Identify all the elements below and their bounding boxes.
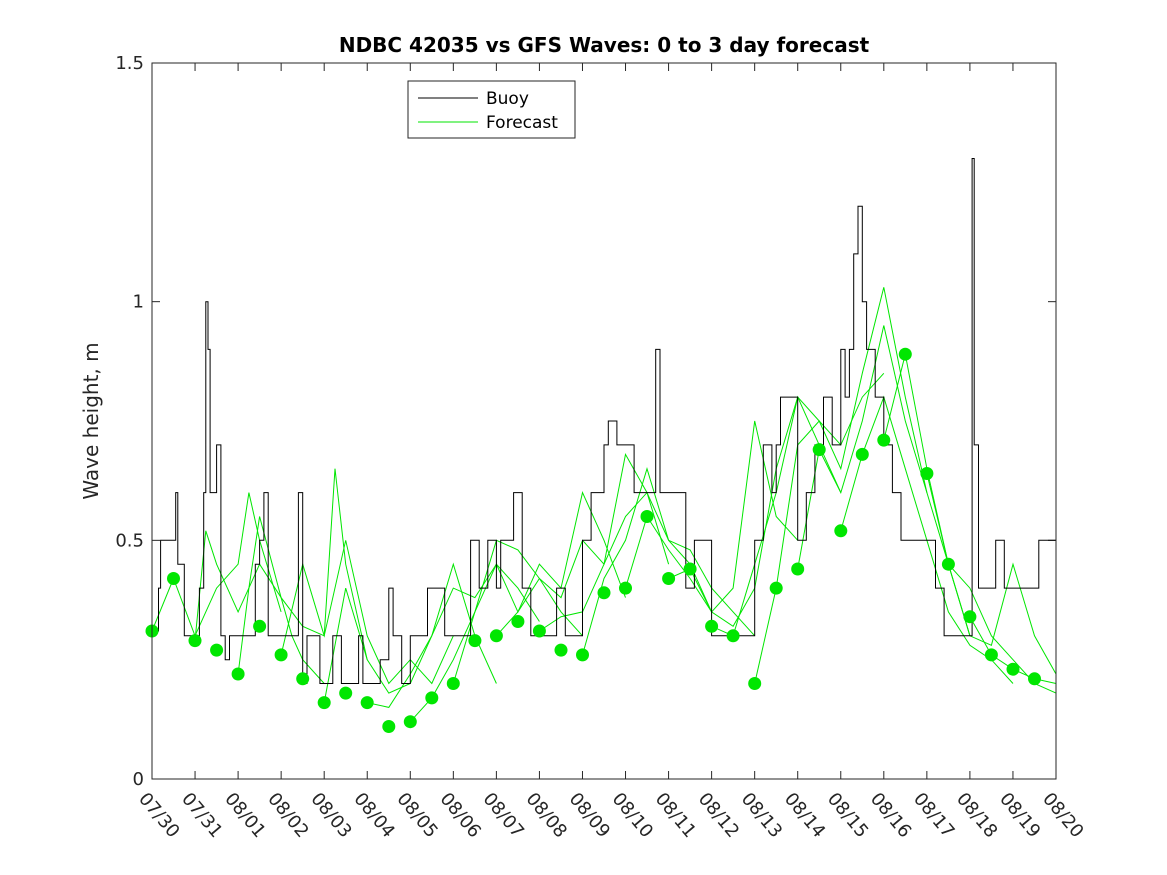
forecast-marker [382,720,396,733]
forecast-marker [963,610,977,624]
forecast-run-10 [582,466,756,656]
legend-forecast-label: Forecast [486,113,558,133]
y-tick-label: 0.5 [115,530,144,551]
forecast-marker [576,648,589,662]
forecast-marker [1028,672,1041,686]
forecast-marker [511,615,525,628]
forecast-marker [726,629,740,643]
forecast-marker [210,643,224,657]
forecast-marker [984,648,998,662]
forecast-marker [855,447,869,461]
forecast-marker [877,433,891,447]
forecast-run-3 [280,540,454,685]
forecast-run-0 [151,492,282,638]
legend-box [407,80,576,139]
forecast-marker [317,696,331,710]
forecast-marker [941,557,955,571]
forecast-marker [597,586,611,600]
forecast-run-9 [539,491,713,632]
forecast-marker [640,510,654,523]
forecast-marker [812,443,826,457]
forecast-marker [554,643,568,657]
axes-ticks [151,62,1057,780]
forecast-marker [705,619,719,633]
chart-title: NDBC 42035 vs GFS Waves: 0 to 3 day fore… [339,33,870,57]
forecast-run-5 [367,563,540,708]
legend: Buoy Forecast [407,80,576,139]
forecast-marker [748,677,762,690]
forecast-markers [145,347,1041,733]
forecast-marker [231,667,245,681]
plot-frame [151,62,1057,780]
y-tick-label: 0 [133,769,144,790]
forecast-marker [489,629,503,643]
y-axis-label: Wave height, m [79,342,103,499]
forecast-marker [360,696,374,710]
forecast-run-7 [452,491,626,684]
forecast-marker [446,677,460,690]
forecast-marker [791,562,805,576]
forecast-marker [339,686,353,700]
forecast-marker [619,581,632,595]
forecast-marker [403,715,417,729]
forecast-run-14 [754,287,928,684]
legend-buoy-label: Buoy [486,89,529,109]
forecast-marker [662,572,676,585]
forecast-marker [898,347,912,361]
forecast-marker [468,634,482,648]
forecast-marker [253,619,267,633]
forecast-marker [920,467,934,480]
forecast-marker [834,524,848,538]
forecast-marker [274,648,288,662]
forecast-marker [425,691,439,705]
forecast-marker [532,624,546,638]
forecast-marker [296,672,310,686]
forecast-marker [769,581,783,595]
y-tick-label: 1 [133,292,144,313]
forecast-marker [167,572,180,585]
y-tick-label: 1.5 [115,53,144,74]
forecast-run-15 [797,325,971,636]
forecast-marker [683,562,697,576]
forecast-marker [188,634,202,648]
forecast-marker [1006,662,1020,676]
